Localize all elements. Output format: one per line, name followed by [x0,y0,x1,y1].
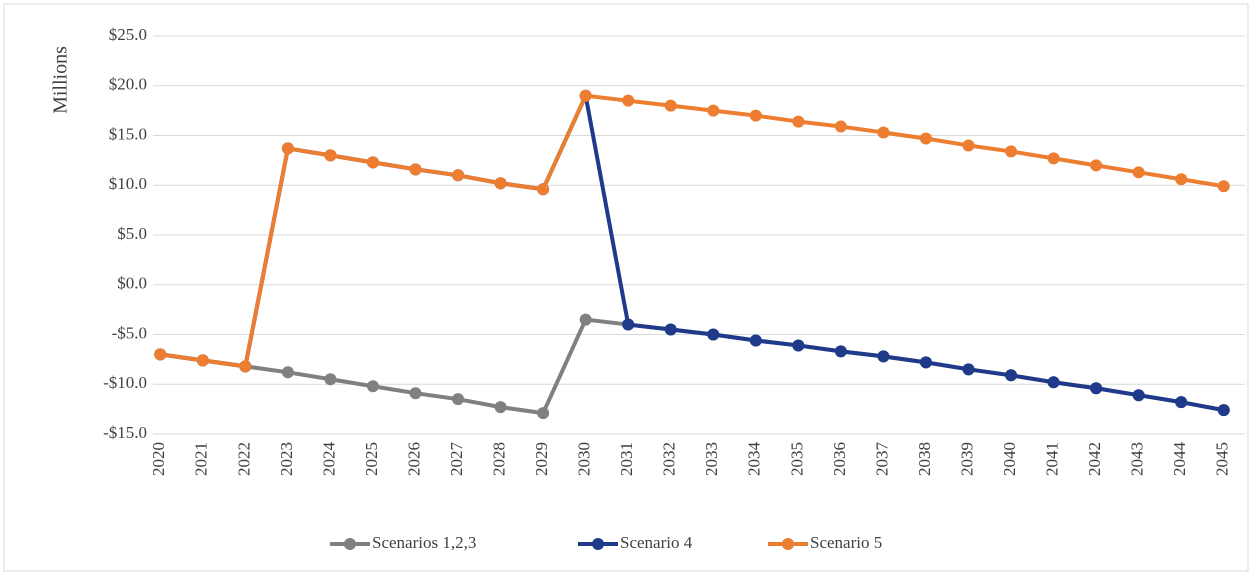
x-tick-label: 2036 [830,442,849,476]
y-tick-label: $0.0 [117,274,147,293]
point [664,99,677,112]
legend-marker [344,538,356,550]
point [919,356,932,369]
x-tick-label: 2039 [957,442,976,476]
point [1090,159,1103,172]
x-tick-label: 2021 [192,442,211,476]
point [579,89,592,102]
point [366,380,379,393]
point [622,318,635,331]
point [622,94,635,107]
y-axis-label: Millions [50,46,72,114]
x-tick-label: 2034 [745,442,764,477]
x-tick-label: 2023 [277,442,296,476]
x-tick-label: 2044 [1170,442,1189,477]
legend-label: Scenarios 1,2,3 [372,533,476,552]
point [1175,173,1188,186]
y-tick-label: -$15.0 [103,423,147,442]
point [919,132,932,145]
point [281,142,294,155]
point [1005,145,1018,158]
point [749,334,762,347]
x-tick-label: 2042 [1085,442,1104,476]
point [537,407,550,420]
x-tick-label: 2024 [319,442,338,477]
point [1047,376,1060,389]
series-line [159,93,1225,369]
point [707,104,720,117]
x-tick-label: 2028 [489,442,508,476]
point [1090,382,1103,395]
point [962,363,975,376]
x-tick-label: 2033 [702,442,721,476]
x-tick-label: 2025 [362,442,381,476]
point [494,401,507,414]
x-tick-label: 2022 [234,442,253,476]
point [1175,396,1188,409]
x-tick-label: 2030 [575,442,594,476]
x-tick-label: 2020 [149,442,168,476]
point [579,313,592,326]
point [409,387,422,400]
y-tick-label: $5.0 [117,224,147,243]
point [1047,152,1060,165]
point [324,373,337,386]
point [366,156,379,169]
y-tick-label: $15.0 [109,124,147,143]
point [1217,180,1230,193]
y-tick-label: $10.0 [109,174,147,193]
x-tick-label: 2041 [1042,442,1061,476]
legend-label: Scenario 4 [620,533,693,552]
x-tick-label: 2043 [1128,442,1147,476]
x-tick-label: 2038 [915,442,934,476]
y-tick-label: $25.0 [109,25,147,44]
point [792,339,805,352]
point [409,163,422,176]
point [792,115,805,128]
y-tick-label: -$10.0 [103,373,147,392]
x-tick-label: 2032 [660,442,679,476]
point [452,393,465,406]
y-tick-label: $20.0 [109,75,147,94]
point [1132,166,1145,179]
point [962,139,975,152]
point [1217,404,1230,417]
point [239,360,252,373]
point [1132,389,1145,402]
x-tick-label: 2026 [404,442,423,476]
x-tick-label: 2029 [532,442,551,476]
point [1005,369,1018,382]
x-tick-label: 2045 [1213,442,1232,476]
point [154,348,167,361]
x-tick-label: 2037 [872,442,891,477]
point [877,350,890,363]
point [834,345,847,358]
point [834,120,847,133]
legend-marker [782,538,794,550]
legend-label: Scenario 5 [810,533,882,552]
point [749,109,762,122]
point [324,149,337,162]
point [281,366,294,379]
y-tick-label: -$5.0 [112,323,147,342]
x-tick-label: 2040 [1000,442,1019,476]
x-tick-label: 2035 [787,442,806,476]
legend-marker [592,538,604,550]
x-tick-label: 2031 [617,442,636,476]
point [452,169,465,182]
x-tick-label: 2027 [447,442,466,477]
point [537,183,550,196]
chart-border [3,3,1249,572]
point [494,177,507,190]
point [196,354,209,367]
point [877,126,890,139]
point [707,328,720,341]
point [664,323,677,336]
